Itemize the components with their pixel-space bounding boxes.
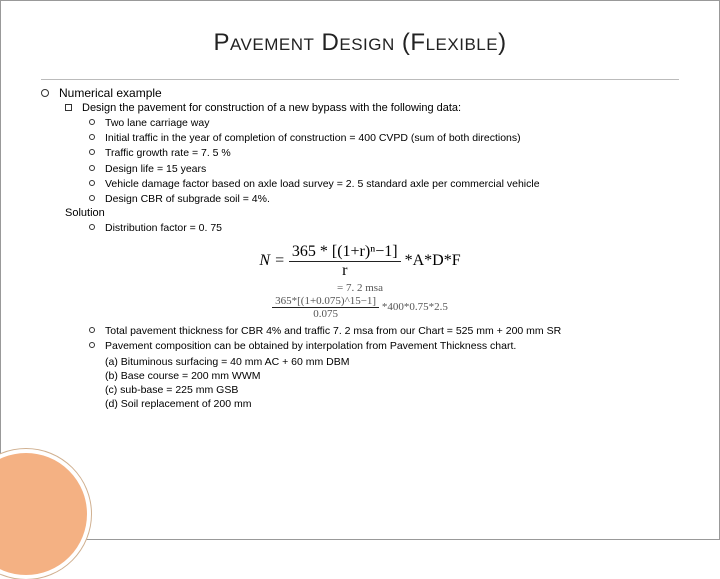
text: Initial traffic in the year of completio… bbox=[105, 131, 521, 145]
data-item: Initial traffic in the year of completio… bbox=[89, 131, 679, 145]
text: Design the pavement for construction of … bbox=[82, 102, 461, 114]
result-sub-c: (c) sub-base = 225 mm GSB bbox=[105, 383, 679, 397]
slide-container: Pavement Design (Flexible) Numerical exa… bbox=[0, 0, 720, 540]
circle-bullet-icon bbox=[41, 89, 49, 97]
result-item: Total pavement thickness for CBR 4% and … bbox=[89, 324, 679, 338]
dot-bullet-icon bbox=[89, 342, 95, 348]
slide-title: Pavement Design (Flexible) bbox=[41, 29, 679, 57]
bullet-numerical-example: Numerical example bbox=[41, 86, 679, 100]
data-item: Design life = 15 years bbox=[89, 162, 679, 176]
dot-bullet-icon bbox=[89, 165, 95, 171]
text: Traffic growth rate = 7. 5 % bbox=[105, 146, 231, 160]
bullet-design-intro: Design the pavement for construction of … bbox=[65, 102, 679, 114]
data-item: Traffic growth rate = 7. 5 % bbox=[89, 146, 679, 160]
formula-sub-num: 365*[(1+0.075)^15−1] bbox=[272, 295, 379, 308]
formula-num: 365 * [(1+r)ⁿ−1] bbox=[289, 243, 401, 262]
text: Numerical example bbox=[59, 86, 162, 100]
result-sub-d: (d) Soil replacement of 200 mm bbox=[105, 397, 679, 411]
text: Vehicle damage factor based on axle load… bbox=[105, 177, 540, 191]
square-bullet-icon bbox=[65, 104, 72, 111]
formula-rhs: *A*D*F bbox=[405, 252, 461, 269]
formula-sub-den: 0.075 bbox=[272, 308, 379, 320]
text: Distribution factor = 0. 75 bbox=[105, 221, 222, 235]
formula-sub-fraction: 365*[(1+0.075)^15−1] 0.075 bbox=[272, 295, 379, 320]
result-sub-a: (a) Bituminous surfacing = 40 mm AC + 60… bbox=[105, 355, 679, 369]
formula-fraction: 365 * [(1+r)ⁿ−1] r bbox=[289, 243, 401, 280]
dot-bullet-icon bbox=[89, 195, 95, 201]
data-item: Vehicle damage factor based on axle load… bbox=[89, 177, 679, 191]
solution-item: Distribution factor = 0. 75 bbox=[89, 221, 679, 235]
formula-lhs: N = bbox=[259, 252, 288, 269]
dot-bullet-icon bbox=[89, 327, 95, 333]
title-rule bbox=[41, 79, 679, 80]
formula-block: N = 365 * [(1+r)ⁿ−1] r *A*D*F = 7. 2 msa… bbox=[41, 243, 679, 320]
text: Design life = 15 years bbox=[105, 162, 206, 176]
formula-result: = 7. 2 msa bbox=[41, 282, 679, 294]
text: Total pavement thickness for CBR 4% and … bbox=[105, 324, 561, 338]
text: Pavement composition can be obtained by … bbox=[105, 339, 516, 353]
formula-main: N = 365 * [(1+r)ⁿ−1] r *A*D*F bbox=[41, 243, 679, 280]
formula-substituted: 365*[(1+0.075)^15−1] 0.075 *400*0.75*2.5 bbox=[41, 295, 679, 320]
dot-bullet-icon bbox=[89, 119, 95, 125]
data-item: Two lane carriage way bbox=[89, 116, 679, 130]
dot-bullet-icon bbox=[89, 180, 95, 186]
formula-den: r bbox=[289, 262, 401, 280]
decorative-circle-icon bbox=[0, 449, 91, 579]
result-item: Pavement composition can be obtained by … bbox=[89, 339, 679, 353]
data-item: Design CBR of subgrade soil = 4%. bbox=[89, 192, 679, 206]
formula-sub-rhs: *400*0.75*2.5 bbox=[382, 301, 448, 313]
solution-label: Solution bbox=[65, 207, 679, 219]
text: Two lane carriage way bbox=[105, 116, 209, 130]
dot-bullet-icon bbox=[89, 149, 95, 155]
dot-bullet-icon bbox=[89, 224, 95, 230]
result-sub-b: (b) Base course = 200 mm WWM bbox=[105, 369, 679, 383]
dot-bullet-icon bbox=[89, 134, 95, 140]
text: Design CBR of subgrade soil = 4%. bbox=[105, 192, 270, 206]
